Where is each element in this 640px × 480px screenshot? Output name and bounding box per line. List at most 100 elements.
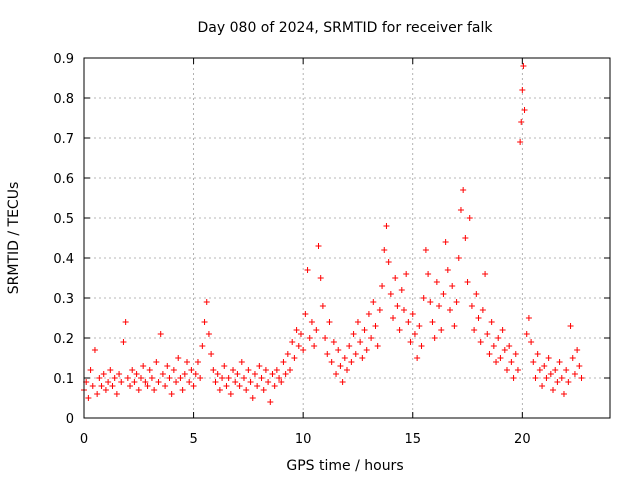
x-axis-label: GPS time / hours: [286, 458, 403, 474]
y-tick-label: 0.7: [53, 132, 74, 147]
data-point: [247, 379, 254, 385]
data-point: [267, 399, 274, 405]
data-point: [140, 363, 147, 369]
data-point: [153, 359, 160, 365]
data-point: [96, 375, 103, 381]
data-point: [451, 323, 458, 329]
data-point: [547, 371, 554, 377]
data-point: [427, 299, 434, 305]
data-point: [475, 315, 482, 321]
data-point: [438, 327, 445, 333]
data-point: [109, 383, 116, 389]
data-point: [536, 367, 543, 373]
data-point: [554, 379, 561, 385]
data-point: [227, 391, 234, 397]
y-tick-label: 0.3: [53, 292, 74, 307]
data-point: [214, 371, 221, 377]
data-point: [392, 275, 399, 281]
y-axis-label: SRMTID / TECUs: [6, 182, 22, 295]
data-point: [304, 267, 311, 273]
data-point: [210, 367, 217, 373]
data-point: [256, 363, 263, 369]
data-point: [197, 375, 204, 381]
data-point: [317, 275, 324, 281]
data-point: [262, 367, 269, 373]
data-point: [379, 283, 386, 289]
data-point: [473, 291, 480, 297]
data-point: [230, 367, 237, 373]
data-point: [322, 335, 329, 341]
data-point: [280, 359, 287, 365]
data-point: [346, 343, 353, 349]
data-point: [444, 267, 451, 273]
data-point: [170, 367, 177, 373]
data-point: [330, 339, 337, 345]
data-point: [357, 339, 364, 345]
x-tick-label: 10: [295, 432, 312, 447]
data-point: [260, 387, 267, 393]
data-point: [122, 319, 129, 325]
data-point: [464, 279, 471, 285]
data-point: [578, 375, 585, 381]
data-point: [552, 367, 559, 373]
data-point: [175, 355, 182, 361]
x-tick-label: 15: [404, 432, 421, 447]
data-point: [352, 351, 359, 357]
data-point: [493, 359, 500, 365]
data-point: [127, 383, 134, 389]
data-point: [376, 307, 383, 313]
data-point: [87, 367, 94, 373]
data-point: [479, 307, 486, 313]
data-point: [208, 351, 215, 357]
x-tick-label: 0: [80, 432, 88, 447]
data-point: [565, 379, 572, 385]
data-point: [291, 355, 298, 361]
data-point: [144, 383, 151, 389]
data-point: [348, 359, 355, 365]
data-point: [385, 259, 392, 265]
data-point: [118, 379, 125, 385]
data-point: [576, 363, 583, 369]
data-point: [315, 243, 322, 249]
data-point: [416, 323, 423, 329]
data-point: [333, 371, 340, 377]
data-point: [486, 351, 493, 357]
y-tick-label: 0: [66, 412, 74, 427]
data-point: [466, 215, 473, 221]
data-point: [534, 351, 541, 357]
data-point: [521, 107, 528, 113]
data-points: [81, 63, 585, 405]
data-point: [457, 207, 464, 213]
data-point: [188, 367, 195, 373]
data-point: [400, 307, 407, 313]
data-point: [418, 343, 425, 349]
data-point: [269, 371, 276, 377]
data-point: [497, 355, 504, 361]
data-point: [372, 323, 379, 329]
x-tick-label: 20: [514, 432, 531, 447]
data-point: [245, 367, 252, 373]
data-point: [313, 327, 320, 333]
data-point: [447, 307, 454, 313]
data-point: [311, 343, 318, 349]
data-point: [387, 291, 394, 297]
data-point: [111, 375, 118, 381]
data-point: [571, 371, 578, 377]
data-point: [341, 355, 348, 361]
data-point: [273, 367, 280, 373]
data-point: [276, 375, 283, 381]
data-point: [495, 335, 502, 341]
data-point: [205, 331, 212, 337]
data-point: [300, 347, 307, 353]
data-point: [184, 359, 191, 365]
data-point: [519, 87, 526, 93]
data-point: [420, 295, 427, 301]
data-point: [113, 391, 120, 397]
data-point: [468, 303, 475, 309]
data-point: [223, 383, 230, 389]
data-point: [563, 367, 570, 373]
data-point: [166, 375, 173, 381]
data-point: [411, 331, 418, 337]
data-point: [142, 379, 149, 385]
